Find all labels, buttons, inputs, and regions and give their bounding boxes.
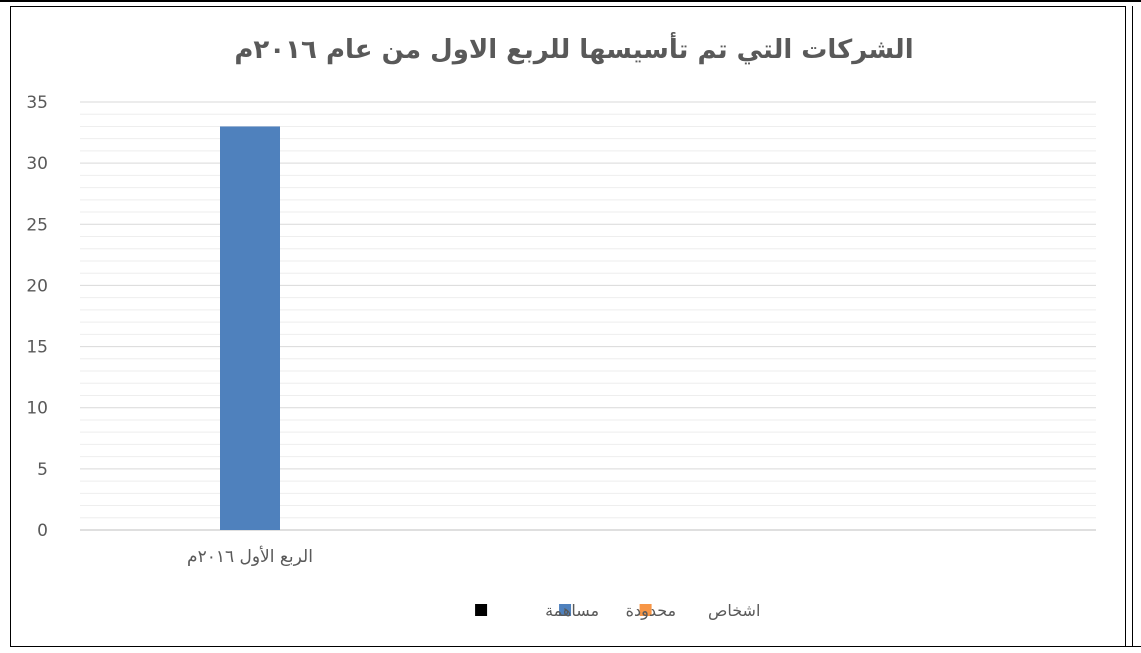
- bar-2: [220, 126, 280, 530]
- bars: [220, 126, 280, 530]
- x-tick-label: الربع الأول ٢٠١٦م: [187, 546, 313, 567]
- page-right-border: [1132, 6, 1133, 647]
- page-bottom-border: [1126, 646, 1141, 647]
- y-tick-label: 5: [37, 460, 48, 480]
- x-axis-labels: الربع الأول ٢٠١٦م: [187, 546, 313, 567]
- y-tick-label: 30: [26, 154, 48, 174]
- legend-swatch: [559, 604, 572, 616]
- legend-label: اشخاص: [708, 601, 760, 621]
- y-tick-label: 20: [26, 276, 48, 296]
- legend-swatch: [639, 604, 652, 616]
- y-tick-label: 0: [37, 521, 48, 541]
- y-tick-label: 25: [26, 215, 48, 235]
- y-tick-label: 10: [26, 399, 48, 419]
- legend-label: محدودة: [626, 601, 677, 621]
- y-tick-label: 35: [26, 93, 48, 113]
- y-axis-labels: 0 5 10 15 20 25 30 35: [26, 93, 48, 541]
- legend-label: مساهمة: [545, 601, 599, 620]
- chart-frame: [10, 6, 1126, 647]
- legend-swatch: [475, 604, 488, 616]
- legend: اشخاص محدودة مساهمة: [475, 601, 760, 621]
- y-tick-label: 15: [26, 338, 48, 358]
- page-top-border: [0, 0, 1141, 2]
- chart-title: الشركات التي تم تأسيسها للربع الاول من ع…: [234, 32, 913, 65]
